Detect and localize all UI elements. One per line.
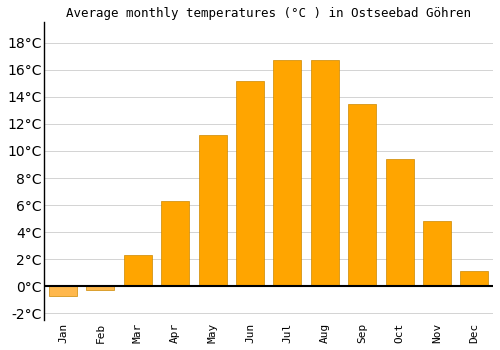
Bar bbox=[460, 271, 488, 286]
Bar bbox=[124, 255, 152, 286]
Bar bbox=[236, 80, 264, 286]
Bar bbox=[423, 221, 451, 286]
Title: Average monthly temperatures (°C ) in Ostseebad Göhren: Average monthly temperatures (°C ) in Os… bbox=[66, 7, 471, 20]
Bar bbox=[49, 286, 77, 296]
Bar bbox=[86, 286, 115, 290]
Bar bbox=[310, 60, 339, 286]
Bar bbox=[198, 135, 226, 286]
Bar bbox=[386, 159, 413, 286]
Bar bbox=[348, 104, 376, 286]
Bar bbox=[161, 201, 189, 286]
Bar bbox=[274, 60, 301, 286]
